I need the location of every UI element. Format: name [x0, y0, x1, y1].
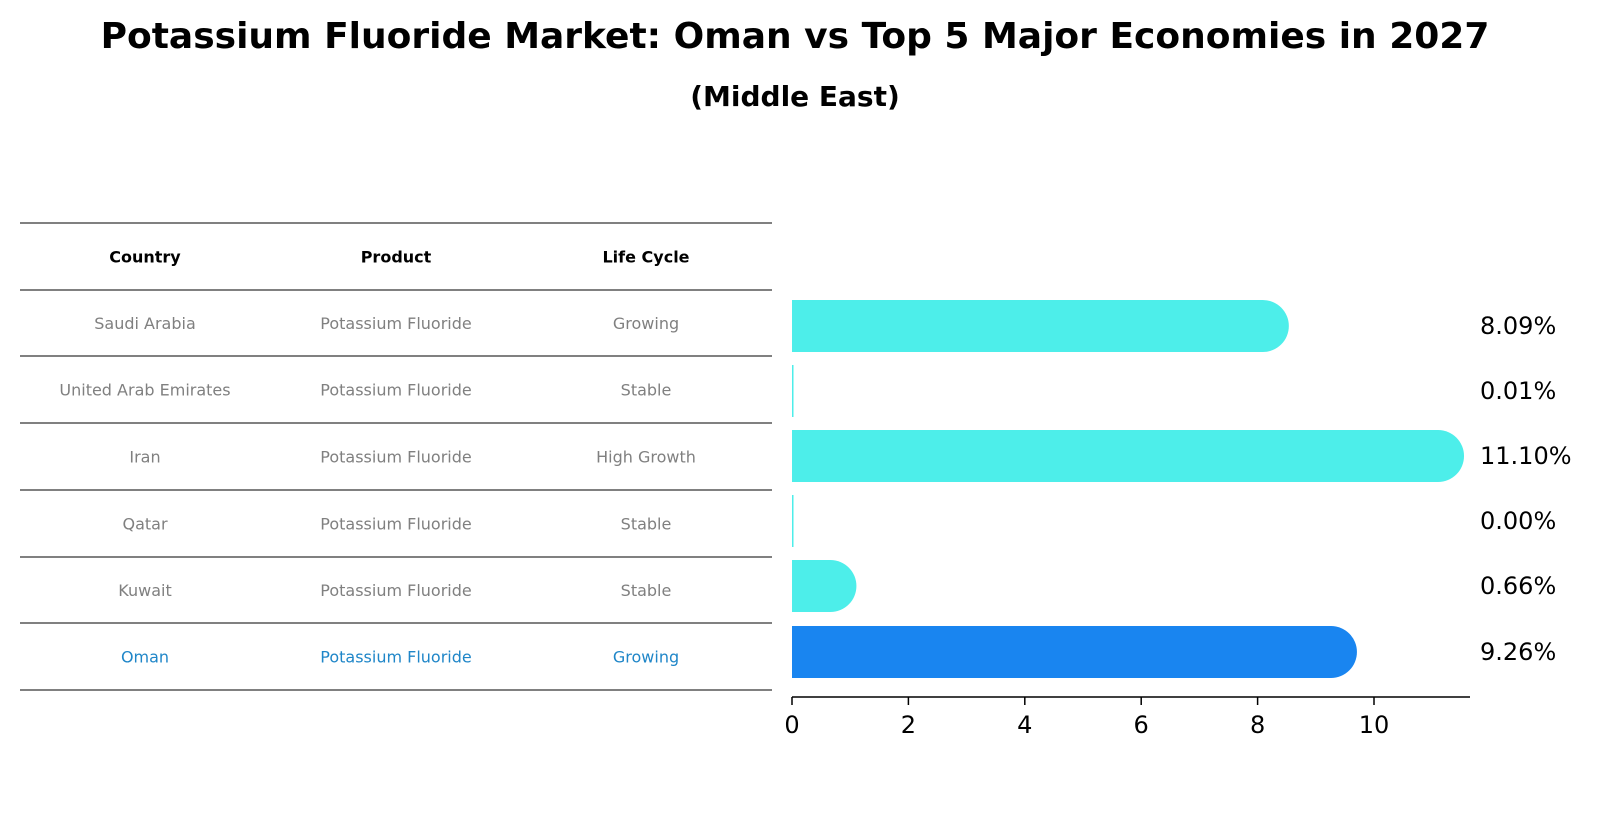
table-cell: United Arab Emirates	[59, 381, 230, 400]
table-cell: Potassium Fluoride	[320, 648, 471, 667]
table-cell: Potassium Fluoride	[320, 314, 471, 333]
table-cell: Potassium Fluoride	[320, 581, 471, 600]
table-cell: Growing	[613, 648, 679, 667]
bar	[792, 626, 1357, 678]
table-cell: Potassium Fluoride	[320, 515, 471, 534]
bar	[792, 560, 857, 612]
x-tick-label: 2	[901, 711, 916, 739]
bar	[792, 365, 794, 417]
table-cell: Saudi Arabia	[94, 314, 196, 333]
table-cell: Kuwait	[118, 581, 171, 600]
table-cell: Oman	[121, 648, 169, 667]
bar	[792, 430, 1465, 482]
table-cell: Stable	[621, 581, 672, 600]
data-table: Country Product Life Cycle Saudi Arabia Pota…	[20, 222, 772, 691]
table-header: Product	[361, 248, 432, 267]
data-label: 8.09%	[1480, 312, 1556, 340]
table-cell: Stable	[621, 381, 672, 400]
data-label: 0.66%	[1480, 572, 1556, 600]
table-cell: Stable	[621, 515, 672, 534]
table-cell: Iran	[129, 448, 160, 467]
table-cell: Potassium Fluoride	[320, 448, 471, 467]
x-tick-label: 4	[1017, 711, 1032, 739]
x-tick-label: 0	[784, 711, 799, 739]
table-header: Life Cycle	[602, 248, 689, 267]
table-cell: High Growth	[596, 448, 696, 467]
bar	[792, 300, 1289, 352]
table-cell: Potassium Fluoride	[320, 381, 471, 400]
chart-title: Potassium Fluoride Market: Oman vs Top 5…	[100, 16, 1490, 57]
chart-subtitle: (Middle East)	[690, 80, 900, 113]
table-cell: Growing	[613, 314, 679, 333]
data-label: 9.26%	[1480, 638, 1556, 666]
table-header: Country	[109, 248, 181, 267]
x-tick-label: 8	[1250, 711, 1265, 739]
bar	[792, 495, 794, 547]
data-label: 11.10%	[1480, 442, 1572, 470]
data-label: 0.01%	[1480, 377, 1556, 405]
bar-chart: 8.09% 0.01% 11.10% 0.00% 0.66% 9.26% 0 2 4 6 8 10	[784, 300, 1572, 739]
x-tick-label: 6	[1134, 711, 1149, 739]
data-label: 0.00%	[1480, 507, 1556, 535]
table-cell: Qatar	[122, 515, 167, 534]
x-tick-label: 10	[1359, 711, 1390, 739]
